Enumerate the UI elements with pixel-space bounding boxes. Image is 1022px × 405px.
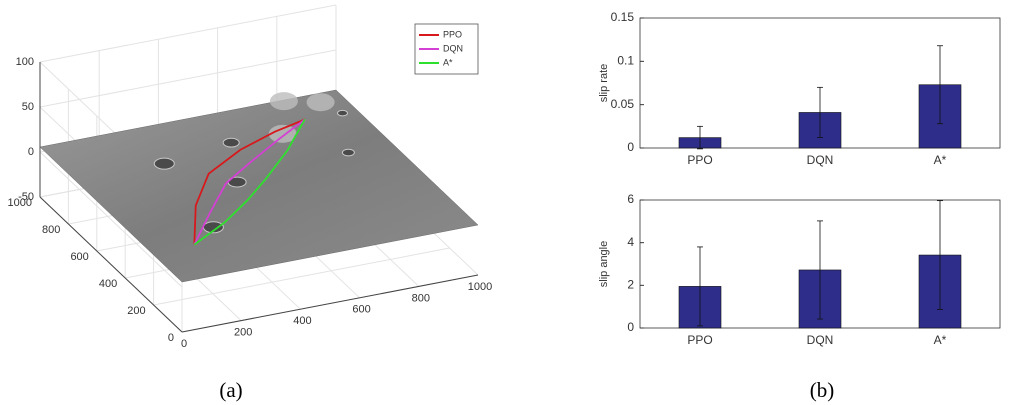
caption: (a)	[219, 378, 242, 402]
crater	[342, 149, 354, 156]
z-tick-label: 0	[28, 146, 34, 158]
x-tick-label: DQN	[807, 153, 834, 167]
y-tick-label: 0.1	[617, 54, 634, 68]
hill	[307, 93, 335, 111]
crater	[154, 158, 174, 169]
y-tick-label: 0	[168, 332, 174, 344]
y-tick-label: 0	[627, 320, 634, 334]
grid-line	[40, 5, 336, 62]
y-tick-label: 2	[627, 278, 634, 292]
y-tick-label: 800	[42, 224, 60, 236]
y-tick-label: 0.15	[611, 10, 635, 24]
x-tick-label: 800	[412, 292, 430, 304]
x-tick-label: A*	[934, 153, 947, 167]
x-tick-label: 1000	[468, 281, 492, 293]
y-tick-label: 4	[627, 235, 634, 249]
y-tick-label: 400	[99, 278, 117, 290]
y-tick-label: 6	[627, 192, 634, 206]
caption: (b)	[810, 378, 835, 402]
z-tick-label: 100	[16, 56, 34, 68]
x-tick-label: PPO	[687, 153, 712, 167]
y-axis-label: slip angle	[598, 241, 610, 287]
legend-label: DQN	[443, 43, 463, 53]
x-tick-label: 400	[293, 315, 311, 327]
z-tick-label: 50	[22, 101, 34, 113]
hill	[270, 92, 298, 110]
x-tick-label: 0	[181, 338, 187, 350]
z-tick-label: -50	[18, 191, 34, 203]
crater	[223, 138, 239, 147]
legend-label: PPO	[443, 29, 462, 39]
x-tick-label: A*	[934, 333, 947, 347]
y-tick-label: 0.05	[611, 97, 635, 111]
x-tick-label: 200	[234, 327, 252, 339]
x-tick-label: DQN	[807, 333, 834, 347]
y-tick-label: 200	[127, 305, 145, 317]
y-tick-label: 0	[627, 140, 634, 154]
y-axis-label: slip rate	[598, 64, 610, 103]
figure: (a) (b) 02004006008001000020040060080010…	[0, 0, 1022, 405]
y-tick-label: 600	[70, 251, 88, 263]
x-tick-label: PPO	[687, 333, 712, 347]
crater	[338, 110, 348, 116]
x-tick-label: 600	[352, 304, 370, 316]
legend-label: A*	[443, 57, 453, 67]
x-axis	[182, 275, 478, 332]
